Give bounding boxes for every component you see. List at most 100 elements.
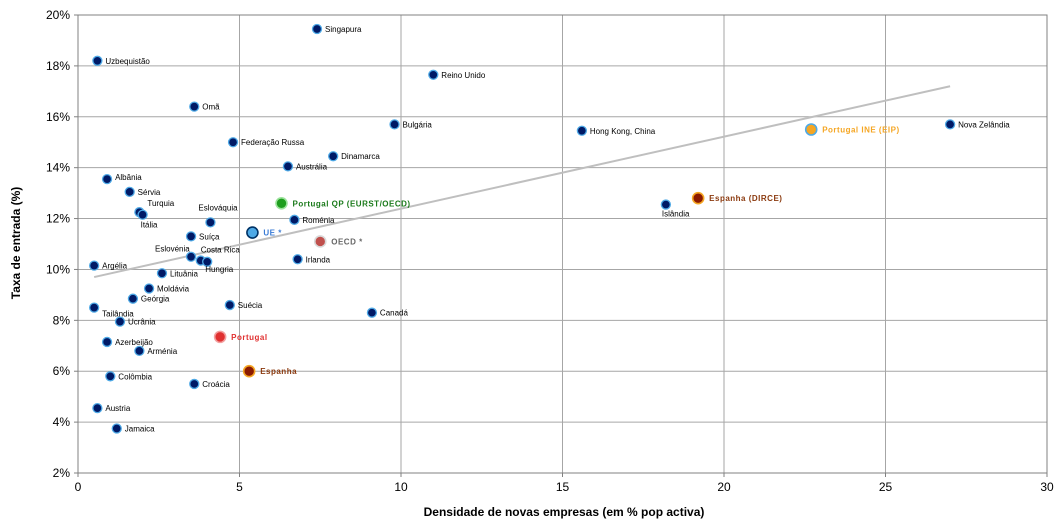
data-point <box>205 217 216 228</box>
y-tick-label: 6% <box>53 364 71 378</box>
highlighted-point <box>313 235 327 248</box>
x-tick-label: 20 <box>717 480 731 494</box>
point-label: Islândia <box>662 210 690 219</box>
point-label: Suécia <box>238 301 263 310</box>
highlighted-label: OECD * <box>331 237 363 246</box>
data-point <box>189 378 200 390</box>
data-point <box>92 55 103 66</box>
point-label: Eslovénia <box>155 245 190 254</box>
x-tick-label: 5 <box>236 480 243 494</box>
x-tick-label: 10 <box>394 480 408 494</box>
point-label: Argélia <box>102 262 127 271</box>
data-point <box>89 302 100 313</box>
data-point <box>282 161 294 172</box>
data-point <box>137 209 148 220</box>
point-label: Austrália <box>296 162 328 171</box>
point-label: Itália <box>141 221 158 230</box>
point-label: Sérvia <box>138 188 161 197</box>
x-tick-label: 0 <box>75 480 82 494</box>
data-point <box>185 251 197 262</box>
data-point <box>576 125 588 136</box>
point-label: Federação Russa <box>241 138 305 147</box>
highlighted-label: Portugal INE (EIP) <box>822 126 899 135</box>
data-point <box>111 423 122 434</box>
highlighted-point <box>275 196 288 210</box>
y-tick-label: 10% <box>46 262 70 276</box>
point-label: Turquia <box>147 199 174 208</box>
x-axis-title: Densidade de novas empresas (em % pop ac… <box>424 505 705 519</box>
data-point <box>156 268 168 279</box>
data-point <box>660 199 672 210</box>
point-label: Singapura <box>325 25 362 34</box>
data-point <box>185 231 197 242</box>
highlighted-label: Portugal <box>231 333 267 342</box>
data-point <box>292 254 303 265</box>
grid-lines <box>78 14 1048 473</box>
point-label: Nova Zelândia <box>958 120 1010 129</box>
x-tick-label: 25 <box>879 480 893 494</box>
highlighted-label: Espanha (DIRCE) <box>709 194 782 203</box>
point-label: Eslováquia <box>198 203 238 212</box>
data-point <box>224 299 235 311</box>
point-labels: Singapura Uzbequistão Reino Unido Omã Bulgár… <box>102 25 1010 433</box>
y-tick-label: 2% <box>53 466 71 480</box>
point-label: Colômbia <box>118 372 152 381</box>
highlighted-point <box>691 191 705 205</box>
y-tick-label: 4% <box>53 415 71 429</box>
point-label: Austria <box>105 404 130 413</box>
highlighted-point <box>242 364 256 378</box>
point-label: Canadá <box>380 309 409 318</box>
trendline-group <box>93 85 951 279</box>
point-label: Moldávia <box>157 285 190 294</box>
data-point <box>101 173 113 185</box>
data-point <box>311 23 323 35</box>
data-point <box>202 256 213 267</box>
point-label: Hungria <box>205 265 234 274</box>
highlighted-label: UE * <box>263 229 282 238</box>
data-point <box>127 293 139 304</box>
data-point <box>124 186 135 197</box>
axes: 0 5 10 15 20 25 30 2% 4% 6% 8% 10% 12% 14% 16% 18% 20% <box>46 8 1054 494</box>
point-label: Albânia <box>115 173 142 182</box>
data-point <box>366 307 378 318</box>
highlighted-point <box>246 226 259 239</box>
data-point <box>89 260 100 271</box>
x-tick-label: 30 <box>1040 480 1054 494</box>
point-label: Suíça <box>199 232 220 241</box>
data-point <box>143 283 155 294</box>
highlighted-point <box>804 123 818 136</box>
data-point <box>328 151 339 162</box>
point-label: Dinamarca <box>341 152 380 161</box>
point-label: Lituânia <box>170 269 199 278</box>
point-label: Azerbeijão <box>115 338 153 347</box>
plot-frame <box>77 14 1048 474</box>
point-label: Irlanda <box>306 255 331 264</box>
data-point <box>134 345 145 357</box>
point-label: Arménia <box>147 347 177 356</box>
point-label: Omã <box>202 103 220 112</box>
y-tick-label: 14% <box>46 161 70 175</box>
data-points <box>89 23 956 434</box>
y-tick-label: 16% <box>46 110 70 124</box>
data-point <box>114 316 126 327</box>
point-label: Geórgia <box>141 295 170 304</box>
point-label: Croácia <box>202 380 230 389</box>
data-point <box>428 69 439 80</box>
data-point <box>101 336 113 348</box>
point-label: Hong Kong, China <box>590 127 656 136</box>
data-point <box>289 214 300 225</box>
point-label: Roménia <box>302 216 335 225</box>
data-point <box>389 119 400 130</box>
y-tick-label: 18% <box>46 59 70 73</box>
highlighted-label: Portugal QP (EURST/OECD) <box>292 199 410 208</box>
y-tick-label: 12% <box>46 212 70 226</box>
point-label: Uzbequistão <box>105 57 150 66</box>
highlighted-point <box>213 330 227 344</box>
trendline <box>93 85 951 279</box>
y-axis-title: Taxa de entrada (%) <box>9 187 23 299</box>
data-point <box>189 101 200 112</box>
point-label: Costa Rica <box>201 246 241 255</box>
y-tick-label: 8% <box>53 313 71 327</box>
data-point <box>92 402 103 414</box>
